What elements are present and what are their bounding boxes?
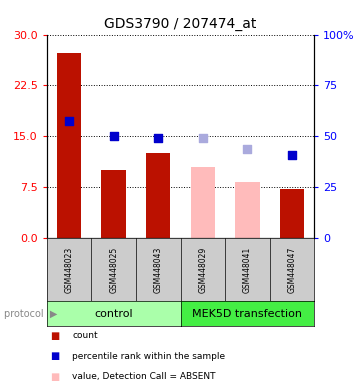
Text: GSM448029: GSM448029 [198, 247, 207, 293]
Point [66, 118, 72, 124]
Text: value, Detection Call = ABSENT: value, Detection Call = ABSENT [72, 372, 216, 381]
Text: ■: ■ [51, 351, 60, 361]
Text: ■: ■ [51, 331, 60, 341]
Bar [146, 153, 170, 238]
Text: GSM448025: GSM448025 [109, 247, 118, 293]
Bar [57, 53, 82, 238]
Text: protocol  ▶: protocol ▶ [4, 309, 57, 319]
Text: MEK5D transfection: MEK5D transfection [192, 309, 302, 319]
Text: percentile rank within the sample: percentile rank within the sample [72, 352, 225, 361]
Bar [101, 170, 126, 238]
Title: GDS3790 / 207474_at: GDS3790 / 207474_at [104, 17, 257, 31]
Point [200, 135, 206, 141]
Text: GSM448043: GSM448043 [154, 247, 163, 293]
Point [111, 133, 117, 139]
Text: control: control [95, 309, 133, 319]
Text: GSM448041: GSM448041 [243, 247, 252, 293]
Bar [191, 167, 215, 238]
Bar [235, 182, 260, 238]
Point [289, 152, 295, 158]
Bar [279, 189, 304, 238]
Point [244, 146, 250, 152]
Text: GSM448047: GSM448047 [287, 247, 296, 293]
Text: count: count [72, 331, 98, 341]
Text: GSM448023: GSM448023 [65, 247, 74, 293]
Text: ■: ■ [51, 372, 60, 382]
Point [155, 135, 161, 141]
